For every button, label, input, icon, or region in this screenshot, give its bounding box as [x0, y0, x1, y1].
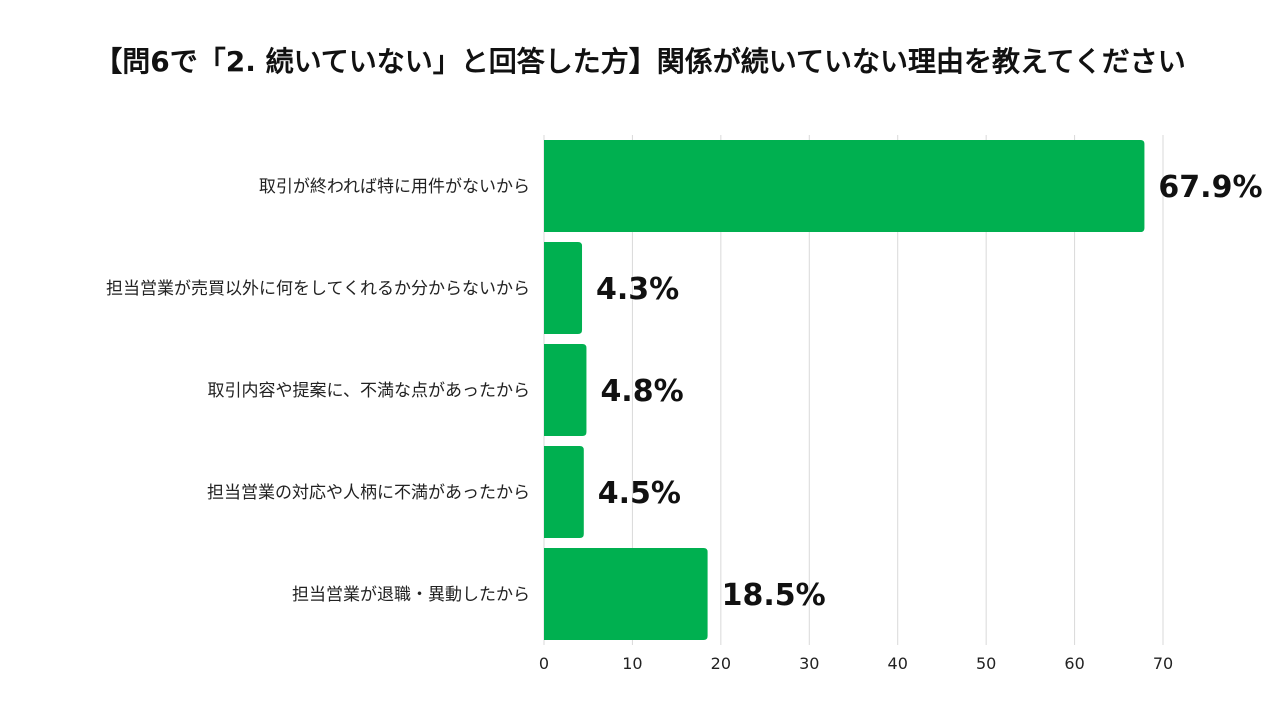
bar	[544, 242, 583, 334]
bar	[544, 140, 1145, 232]
bar	[544, 344, 587, 436]
data-label: 4.8%	[600, 374, 683, 409]
category-label: 取引が終われば特に用件がないから	[259, 177, 530, 197]
x-tick-label: 20	[711, 654, 731, 673]
data-label: 67.9%	[1158, 170, 1262, 205]
bars	[544, 140, 1145, 640]
bar	[544, 446, 584, 538]
category-label: 担当営業が売買以外に何をしてくれるか分からないから	[106, 279, 530, 299]
x-tick-label: 30	[799, 654, 819, 673]
data-label: 4.3%	[596, 272, 679, 307]
data-label: 18.5%	[722, 578, 826, 613]
x-tick-label: 10	[622, 654, 642, 673]
x-tick-label: 40	[888, 654, 908, 673]
x-tick-label: 70	[1153, 654, 1173, 673]
labels: 0 10 20 30 40 50 60 70 取引が終われば特に用件がないから 67.9% 担当営業…	[106, 170, 1262, 673]
category-label: 担当営業が退職・異動したから	[292, 585, 530, 605]
data-label: 4.5%	[598, 476, 681, 511]
x-tick-label: 50	[976, 654, 996, 673]
chart-title: 【問6で「2. 続いていない」と回答した方】関係が続いていない理由を教えてくださ…	[94, 45, 1186, 78]
category-label: 担当営業の対応や人柄に不満があったから	[207, 483, 530, 503]
x-tick-label: 0	[539, 654, 549, 673]
x-tick-label: 60	[1064, 654, 1084, 673]
category-label: 取引内容や提案に、不満な点があったから	[208, 381, 531, 401]
bar	[544, 548, 708, 640]
